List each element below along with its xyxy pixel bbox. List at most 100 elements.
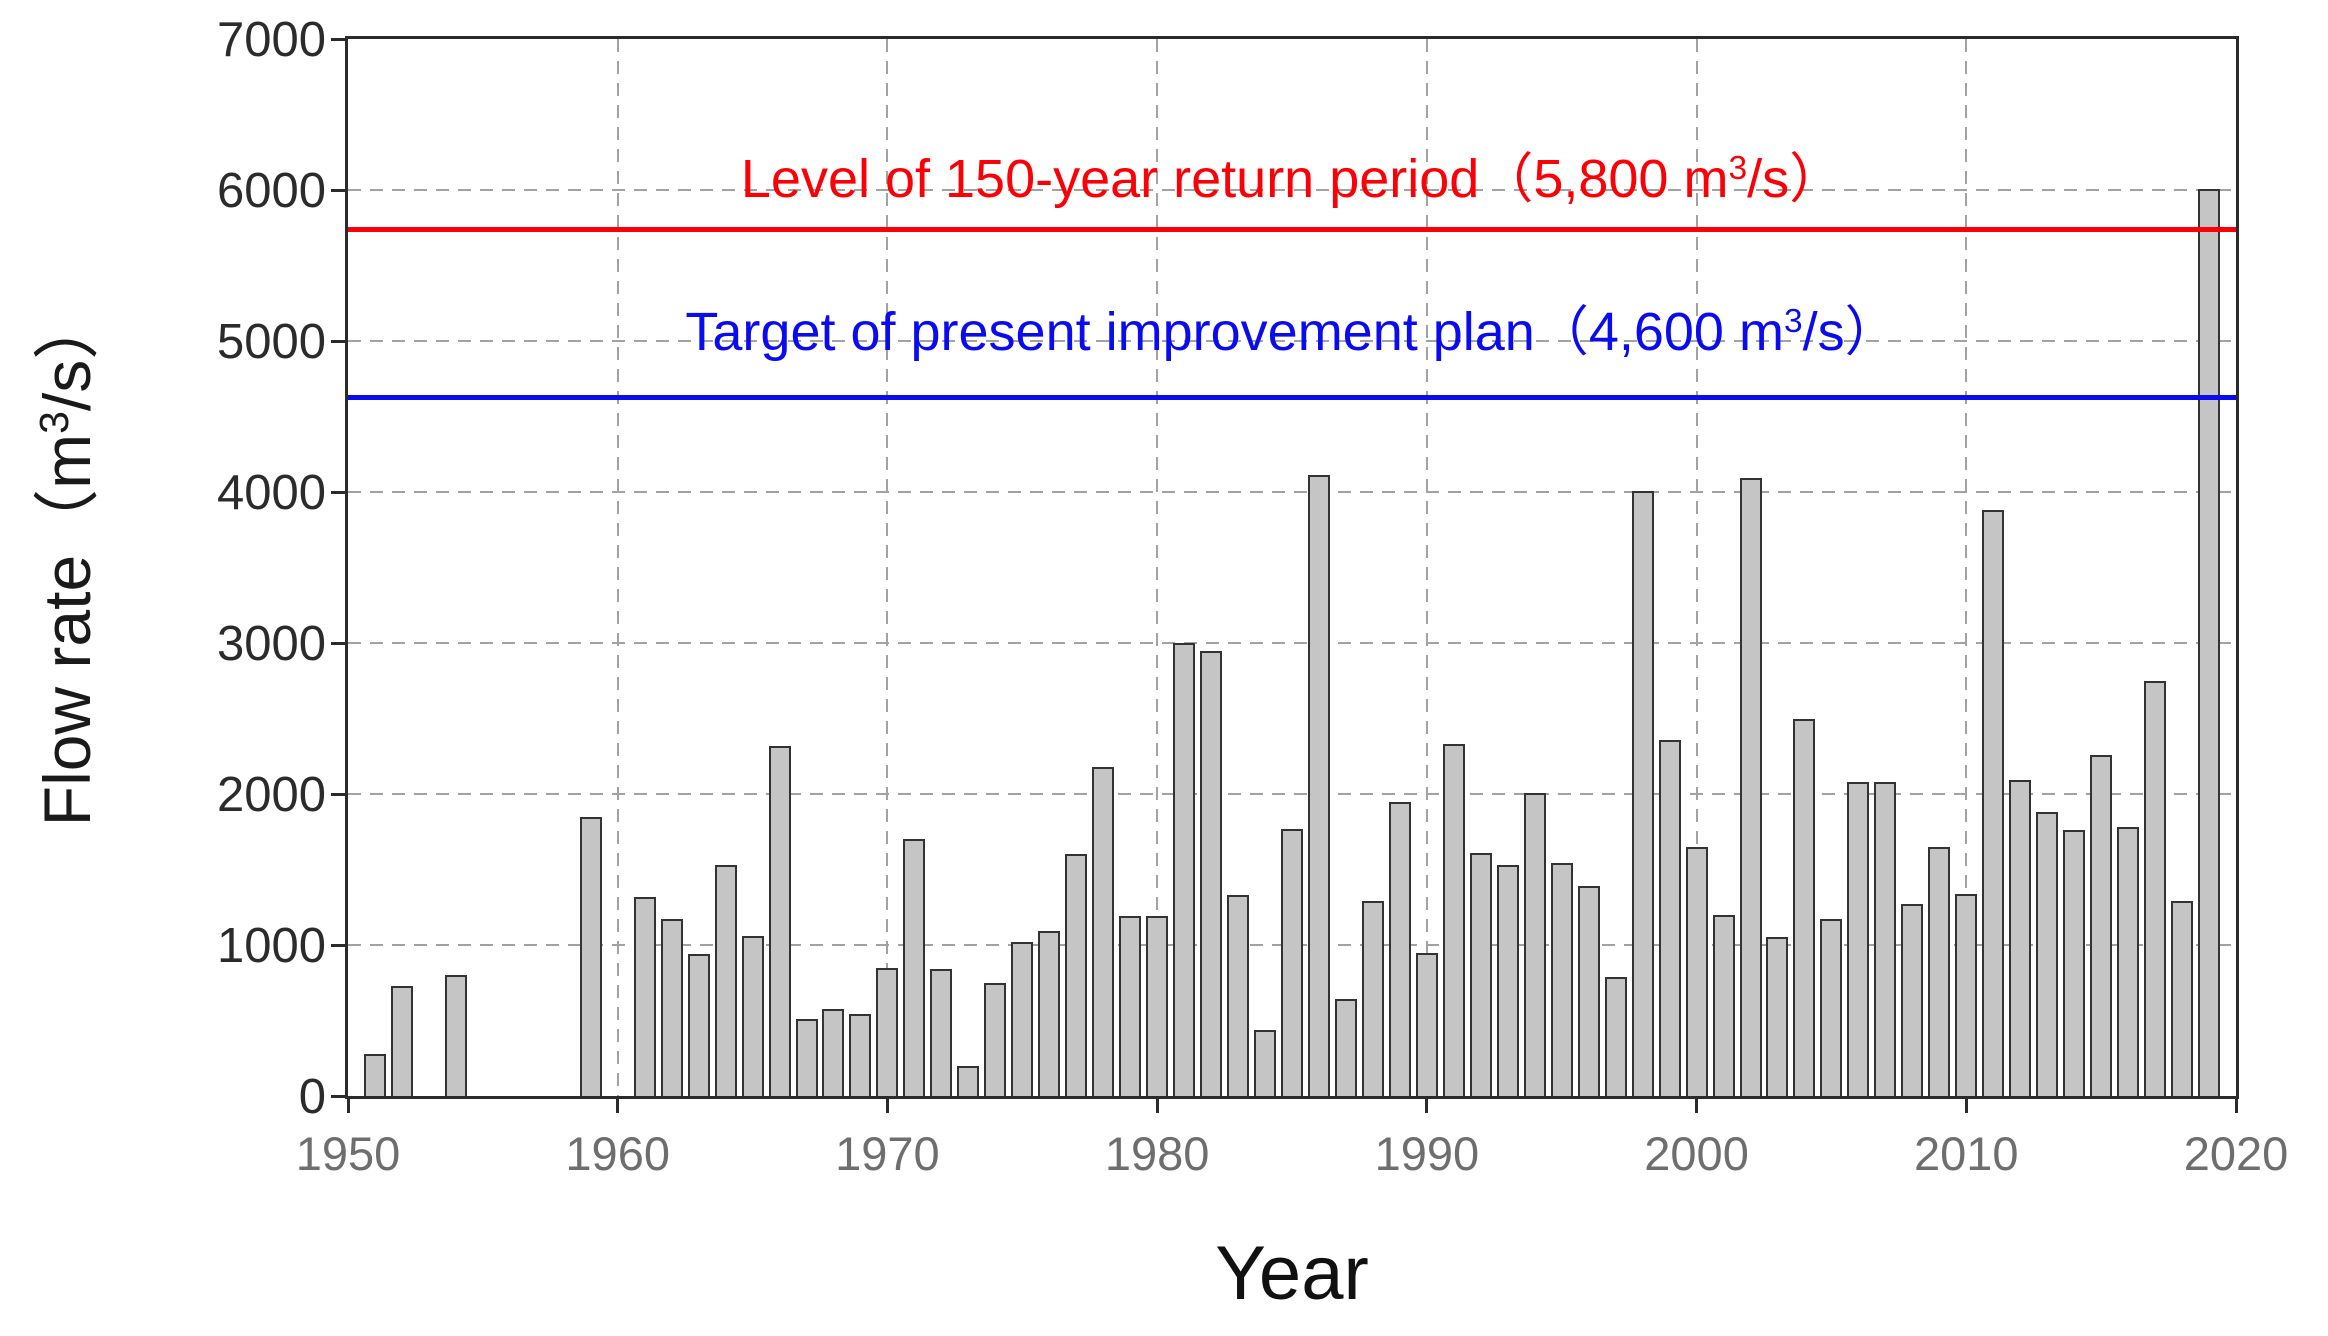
bar-2010 — [1955, 893, 1978, 1096]
x-tick-2020 — [2234, 1099, 2238, 1113]
bar-1993 — [1496, 864, 1519, 1096]
ref-label-return-period-150yr: Level of 150-year return period（5,800 m3… — [740, 149, 1844, 209]
bar-1963 — [687, 954, 710, 1096]
h-gridline-6000 — [348, 189, 2236, 191]
bar-2009 — [1928, 846, 1951, 1096]
bar-2002 — [1739, 478, 1762, 1096]
bar-1985 — [1281, 828, 1303, 1096]
v-gridline-1970 — [886, 39, 889, 1096]
y-tick-6000 — [331, 188, 345, 192]
bar-1972 — [930, 969, 953, 1096]
bar-1976 — [1038, 931, 1061, 1096]
x-tick-1950 — [346, 1099, 350, 1113]
x-axis-title: Year — [1215, 1231, 1369, 1316]
bar-1999 — [1658, 739, 1681, 1096]
bar-1988 — [1361, 901, 1384, 1096]
bar-1991 — [1442, 744, 1465, 1096]
y-tick-4000 — [331, 490, 345, 494]
bar-2001 — [1712, 914, 1735, 1096]
bar-1975 — [1011, 941, 1034, 1096]
bar-1959 — [579, 817, 602, 1096]
bar-1968 — [822, 1009, 845, 1096]
bar-2018 — [2171, 901, 2194, 1096]
bar-1964 — [714, 864, 737, 1096]
v-gridline-2010 — [1965, 39, 1968, 1096]
x-tick-label-2010: 2010 — [1914, 1127, 2019, 1180]
y-tick-label-0: 0 — [298, 1070, 326, 1124]
y-tick-0 — [331, 1094, 345, 1098]
bar-1994 — [1523, 792, 1546, 1096]
bar-1965 — [741, 935, 764, 1096]
bar-2003 — [1766, 937, 1789, 1096]
ref-line-improvement-plan-target — [348, 394, 2236, 400]
bar-1962 — [660, 919, 683, 1096]
y-tick-1000 — [331, 943, 345, 947]
y-tick-2000 — [331, 792, 345, 796]
h-gridline-2000 — [348, 793, 2236, 795]
bar-1989 — [1388, 801, 1411, 1096]
y-tick-label-3000: 3000 — [216, 617, 326, 671]
y-tick-7000 — [331, 37, 345, 41]
bar-2019 — [2198, 188, 2221, 1096]
y-tick-label-6000: 6000 — [216, 164, 326, 218]
y-tick-label-1000: 1000 — [216, 919, 326, 973]
v-gridline-1960 — [616, 39, 619, 1096]
x-tick-label-2000: 2000 — [1644, 1127, 1749, 1180]
bar-1973 — [957, 1065, 980, 1096]
ref-line-return-period-150yr — [348, 227, 2236, 233]
x-tick-label-1980: 1980 — [1104, 1127, 1210, 1180]
h-gridline-3000 — [348, 642, 2236, 644]
bar-1998 — [1631, 490, 1654, 1096]
bar-1961 — [633, 896, 656, 1096]
bar-2011 — [1982, 510, 2005, 1096]
x-tick-2010 — [1964, 1099, 1968, 1113]
bar-1987 — [1334, 999, 1357, 1096]
x-tick-1960 — [616, 1099, 620, 1113]
bar-1954 — [444, 975, 467, 1096]
bar-2000 — [1685, 846, 1708, 1096]
bar-1984 — [1254, 1029, 1277, 1096]
y-tick-3000 — [331, 641, 345, 645]
x-tick-label-1950: 1950 — [295, 1127, 401, 1180]
bar-1996 — [1577, 886, 1600, 1096]
bar-2012 — [2009, 780, 2032, 1096]
bar-1982 — [1200, 650, 1223, 1096]
y-tick-label-4000: 4000 — [216, 466, 326, 520]
bar-1971 — [903, 839, 926, 1096]
bar-1997 — [1604, 976, 1627, 1096]
x-tick-1980 — [1155, 1099, 1159, 1113]
x-tick-label-1960: 1960 — [565, 1127, 670, 1180]
bar-1951 — [363, 1053, 386, 1096]
bar-1983 — [1227, 895, 1250, 1096]
bar-2016 — [2117, 827, 2140, 1096]
bar-2006 — [1847, 781, 1870, 1096]
bar-1986 — [1307, 475, 1330, 1096]
bar-1995 — [1550, 863, 1573, 1096]
bar-2005 — [1820, 919, 1843, 1096]
bar-1969 — [849, 1013, 872, 1096]
y-tick-label-7000: 7000 — [216, 13, 326, 67]
bar-2015 — [2090, 754, 2113, 1096]
bar-1970 — [876, 967, 899, 1096]
bar-2017 — [2144, 680, 2167, 1096]
x-tick-1990 — [1425, 1099, 1429, 1113]
bar-1990 — [1415, 952, 1438, 1096]
y-tick-label-2000: 2000 — [216, 768, 326, 822]
y-axis-title: Flow rate（m3/s） — [30, 293, 104, 827]
h-gridline-5000 — [348, 340, 2236, 342]
x-tick-1970 — [885, 1099, 889, 1113]
y-tick-5000 — [331, 339, 345, 343]
bar-1979 — [1119, 916, 1142, 1096]
bar-2008 — [1901, 904, 1924, 1096]
x-tick-label-2020: 2020 — [2183, 1127, 2289, 1180]
y-tick-label-5000: 5000 — [216, 315, 326, 369]
v-gridline-1980 — [1156, 39, 1159, 1096]
h-gridline-4000 — [348, 491, 2236, 493]
bar-2004 — [1793, 718, 1816, 1096]
bar-2007 — [1874, 781, 1897, 1096]
bar-1974 — [984, 982, 1007, 1096]
bar-1977 — [1065, 854, 1088, 1096]
bar-1967 — [795, 1019, 818, 1096]
bar-1981 — [1173, 643, 1196, 1096]
